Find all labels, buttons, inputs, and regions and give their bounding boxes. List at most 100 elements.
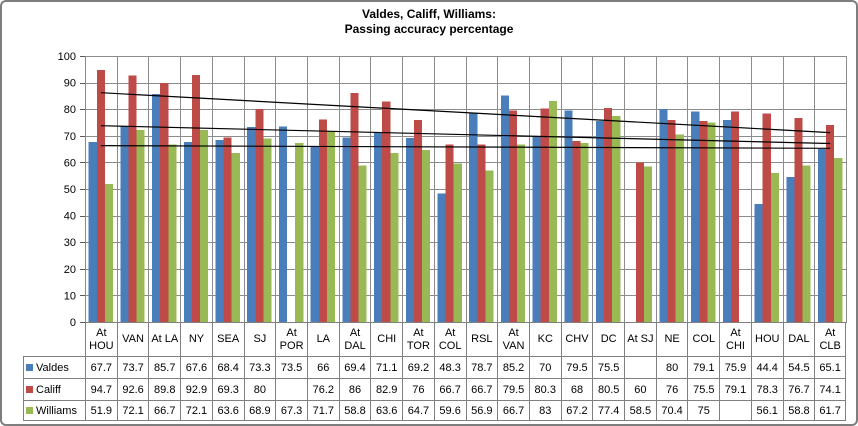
value-cell: 54.5 bbox=[782, 356, 815, 378]
y-axis-tick-label: 20 bbox=[64, 264, 76, 276]
bar-califf bbox=[318, 119, 327, 322]
value-cell: 92.6 bbox=[116, 378, 149, 400]
bar-califf bbox=[604, 107, 613, 323]
value-cell: 85.2 bbox=[497, 356, 529, 378]
bar-valdes bbox=[659, 109, 668, 322]
category-header-cell: KC bbox=[528, 322, 561, 356]
bar-williams bbox=[643, 166, 653, 322]
bar-valdes bbox=[278, 126, 288, 323]
series-name: Williams bbox=[36, 404, 77, 417]
bar-califf bbox=[762, 113, 771, 322]
bar-califf bbox=[445, 144, 454, 322]
bar-williams bbox=[358, 165, 367, 322]
value-cell: 48.3 bbox=[433, 356, 466, 378]
bar-valdes bbox=[120, 125, 129, 322]
bar-williams bbox=[612, 116, 621, 322]
value-cell: 80.5 bbox=[592, 378, 625, 400]
category-header-cell: DC bbox=[592, 322, 625, 356]
value-cell: 73.3 bbox=[243, 356, 276, 378]
value-cell: 79.1 bbox=[687, 356, 720, 378]
y-axis-tick-label: 90 bbox=[64, 78, 76, 90]
value-cell: 68 bbox=[560, 378, 593, 400]
bar-califf bbox=[255, 109, 264, 322]
value-cell: 75 bbox=[687, 400, 720, 421]
bar-williams bbox=[675, 134, 684, 322]
bar-williams bbox=[104, 183, 114, 322]
table-corner-spacer bbox=[23, 322, 85, 356]
bar-valdes bbox=[88, 141, 97, 322]
value-cell: 44.4 bbox=[750, 356, 783, 378]
bar-valdes bbox=[532, 135, 541, 322]
value-cell: 83 bbox=[528, 400, 561, 421]
bar-valdes bbox=[310, 146, 319, 322]
value-cell: 70.4 bbox=[655, 400, 688, 421]
value-cell bbox=[624, 356, 656, 378]
y-axis-tick-label: 100 bbox=[58, 51, 76, 63]
category-header-cell: At CLB bbox=[814, 322, 846, 356]
bar-valdes bbox=[817, 148, 827, 322]
y-axis-tick-label: 60 bbox=[64, 157, 76, 169]
bar-williams bbox=[136, 130, 145, 322]
category-header-cell: COL bbox=[687, 322, 720, 356]
value-cell: 56.1 bbox=[750, 400, 783, 421]
bar-williams bbox=[326, 131, 335, 322]
value-cell: 82.9 bbox=[370, 378, 403, 400]
bar-califf bbox=[350, 93, 359, 323]
category-header-cell: CHI bbox=[370, 322, 403, 356]
bar-valdes bbox=[500, 95, 510, 322]
bar-valdes bbox=[786, 177, 795, 322]
value-cell: 69.4 bbox=[338, 356, 371, 378]
category-header-cell: At VAN bbox=[497, 322, 529, 356]
value-cell: 71.1 bbox=[370, 356, 403, 378]
value-cell: 75.9 bbox=[719, 356, 751, 378]
value-cell: 66.7 bbox=[433, 378, 466, 400]
bar-williams bbox=[707, 122, 716, 322]
bar-valdes bbox=[215, 140, 224, 322]
value-cell: 67.6 bbox=[180, 356, 212, 378]
value-cell: 72.1 bbox=[180, 400, 212, 421]
series-row-label: Valdes bbox=[23, 356, 85, 378]
value-cell: 72.1 bbox=[116, 400, 149, 421]
bar-valdes bbox=[437, 193, 446, 322]
category-header-cell: At POR bbox=[275, 322, 307, 356]
category-header-cell: At SJ bbox=[624, 322, 656, 356]
trendline-williams bbox=[100, 145, 831, 149]
value-cell: 65.1 bbox=[814, 356, 846, 378]
value-cell: 68.4 bbox=[211, 356, 244, 378]
bar-valdes bbox=[342, 137, 351, 322]
bar-califf bbox=[382, 101, 391, 323]
legend-swatch-califf bbox=[26, 386, 33, 393]
value-cell: 67.7 bbox=[85, 356, 117, 378]
value-cell: 92.9 bbox=[180, 378, 212, 400]
bar-califf bbox=[223, 137, 232, 322]
value-cell: 60 bbox=[624, 378, 656, 400]
category-header-cell: CHV bbox=[560, 322, 593, 356]
bar-valdes bbox=[596, 121, 605, 322]
bar-valdes bbox=[722, 120, 731, 322]
value-cell: 77.4 bbox=[592, 400, 625, 421]
category-header-cell: NE bbox=[655, 322, 688, 356]
value-cell: 70 bbox=[528, 356, 561, 378]
value-cell: 78.7 bbox=[465, 356, 498, 378]
category-header-cell: At COL bbox=[433, 322, 466, 356]
bar-valdes bbox=[469, 112, 478, 323]
value-cell: 85.7 bbox=[148, 356, 181, 378]
value-cell: 76.7 bbox=[782, 378, 815, 400]
bar-williams bbox=[485, 170, 494, 322]
bar-califf bbox=[635, 162, 644, 322]
bar-califf bbox=[730, 111, 740, 323]
value-cell: 73.5 bbox=[275, 356, 307, 378]
chart-title-line2: Passing accuracy percentage bbox=[344, 22, 514, 36]
y-axis-tick-label: 0 bbox=[70, 317, 76, 329]
value-cell bbox=[275, 378, 307, 400]
y-axis-tick-label: 70 bbox=[64, 131, 76, 143]
bar-califf bbox=[96, 70, 105, 323]
value-cell bbox=[719, 400, 751, 421]
bar-valdes bbox=[564, 110, 573, 322]
value-cell: 69.2 bbox=[402, 356, 434, 378]
category-header-cell: RSL bbox=[465, 322, 498, 356]
bar-califf bbox=[128, 75, 137, 323]
legend-swatch-williams bbox=[26, 407, 33, 414]
value-cell: 74.1 bbox=[814, 378, 846, 400]
